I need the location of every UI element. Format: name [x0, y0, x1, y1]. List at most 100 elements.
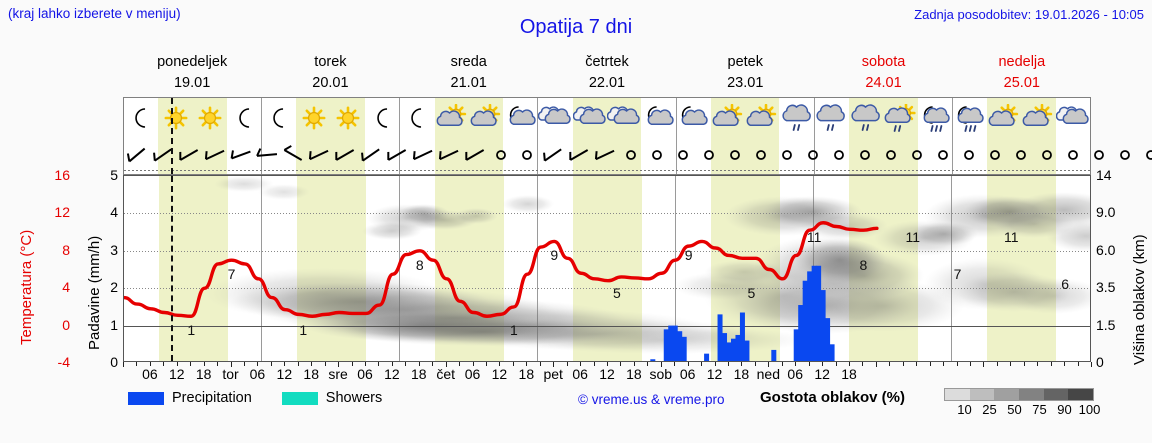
- day-name: torek: [314, 54, 347, 70]
- wind-barb-icon: [176, 140, 202, 170]
- symbol-panel-baseline: [124, 170, 1090, 171]
- cloud-density-swatch: [1068, 389, 1094, 400]
- x-axis-tick: [593, 362, 595, 366]
- cloud-density-blob: [804, 280, 964, 332]
- day-name: sreda: [450, 54, 487, 70]
- x-axis-tick: [687, 362, 689, 366]
- precipitation-bar: [717, 314, 723, 361]
- wind-barb-icon: [462, 140, 488, 170]
- precipitation-axis-ticks: 5 4 3 2 1 0: [92, 167, 118, 370]
- temperature-curve: [124, 221, 879, 318]
- x-axis-tick: [445, 362, 447, 367]
- cloud-density-swatch: [1043, 389, 1069, 400]
- sun-icon: [331, 99, 366, 139]
- precipitation-bar: [663, 329, 669, 361]
- wind-calm-icon: [644, 140, 670, 170]
- wind-barb-icon: [280, 140, 306, 170]
- gridline: [124, 250, 1090, 252]
- cloud-density-blob: [1010, 192, 1090, 228]
- rain-cloud-icon: [814, 99, 849, 139]
- day-separator: [537, 176, 538, 361]
- wind-barb-icon: [540, 140, 566, 170]
- precipitation-bar: [650, 359, 656, 361]
- precipitation-bar: [825, 318, 831, 361]
- cloudy-icon: [1055, 99, 1091, 139]
- precipitation-bar: [726, 342, 732, 361]
- x-axis-label: 12: [168, 366, 185, 382]
- x-axis-ticks: [123, 362, 1092, 368]
- wind-calm-icon: [1060, 140, 1086, 170]
- copyright-text[interactable]: © vreme.us & vreme.pro: [578, 392, 725, 407]
- precipitation-bar: [744, 340, 750, 361]
- temperature-max-label: 9: [684, 247, 693, 264]
- cloud-density-scale-label: 90: [1057, 402, 1072, 417]
- temperature-min-label: 1: [509, 322, 518, 339]
- current-time-marker: [171, 176, 174, 361]
- x-axis-tick: [432, 362, 434, 366]
- temperature-min-label: 1: [299, 322, 308, 339]
- x-axis-tick: [270, 362, 272, 366]
- wind-barb-icon: [592, 140, 618, 170]
- wind-barb-icon: [384, 140, 410, 170]
- wind-calm-icon: [930, 140, 956, 170]
- partly-sunny-icon: [745, 99, 780, 139]
- temperature-line: [124, 221, 879, 318]
- temperature-min-label: 1: [187, 322, 196, 339]
- precipitation-legend: Precipitation Showers: [128, 390, 404, 406]
- x-axis-label: ned: [756, 366, 781, 382]
- cloud-density-blob: [362, 222, 422, 240]
- temperature-max-label: 11: [905, 228, 921, 245]
- x-axis-tick: [351, 362, 353, 366]
- moon-icon: [262, 99, 297, 139]
- partly-moon-icon: [676, 99, 711, 139]
- sun-icon: [297, 99, 332, 139]
- x-axis-tick: [324, 362, 326, 366]
- x-axis-tick: [728, 362, 729, 366]
- wind-barb-icon: [566, 140, 592, 170]
- x-axis-tick: [849, 362, 850, 366]
- x-axis-tick: [486, 362, 487, 366]
- x-axis-tick: [539, 362, 541, 366]
- x-axis-tick: [862, 362, 864, 366]
- precipitation-bar: [730, 338, 736, 361]
- cloud-density-blob: [502, 195, 554, 213]
- x-axis-label: 06: [249, 366, 266, 382]
- x-axis-tick: [822, 362, 824, 366]
- wind-barb-icon: [202, 140, 228, 170]
- x-axis-tick: [418, 362, 420, 366]
- axis-tick-label: 0: [110, 354, 118, 370]
- wind-calm-icon: [982, 140, 1008, 170]
- x-axis-label: 06: [787, 366, 804, 382]
- precipitation-bar: [820, 290, 826, 361]
- x-axis-tick: [1037, 362, 1039, 366]
- x-axis-tick: [754, 362, 756, 366]
- axis-tick-label: 0: [62, 316, 70, 333]
- temperature-min-label: 5: [747, 284, 756, 301]
- precipitation-bar: [829, 344, 835, 361]
- x-axis-tick: [956, 362, 958, 366]
- cloudy-icon: [607, 99, 642, 139]
- wind-calm-icon: [826, 140, 852, 170]
- cloud-density-scale-label: 10: [957, 402, 972, 417]
- x-axis-tick: [1077, 362, 1079, 366]
- x-axis-label: 06: [679, 366, 696, 382]
- temperature-max-label: 11: [806, 228, 822, 245]
- partly-sunny-icon: [435, 99, 470, 139]
- day-header-ponedeljek: ponedeljek 19.01: [123, 52, 261, 96]
- wind-calm-icon: [878, 140, 904, 170]
- precipitation-bar: [798, 305, 804, 361]
- current-time-marker-symbols: [171, 98, 174, 174]
- cloud-density-scale-label: 75: [1032, 402, 1047, 417]
- precipitation-bar: [816, 265, 822, 361]
- axis-tick-label: 14: [1096, 167, 1112, 183]
- precipitation-bar: [681, 336, 687, 361]
- daylight-band: [158, 176, 228, 361]
- cloud-density-blob: [800, 212, 888, 240]
- x-axis-tick: [338, 362, 340, 367]
- axis-tick-label: 4: [110, 204, 118, 221]
- cloud-density-swatch: [969, 389, 995, 400]
- precipitation-bar: [668, 325, 674, 361]
- x-axis-tick: [808, 362, 810, 366]
- rain-moon-icon: [952, 99, 987, 139]
- x-axis-tick: [674, 362, 676, 366]
